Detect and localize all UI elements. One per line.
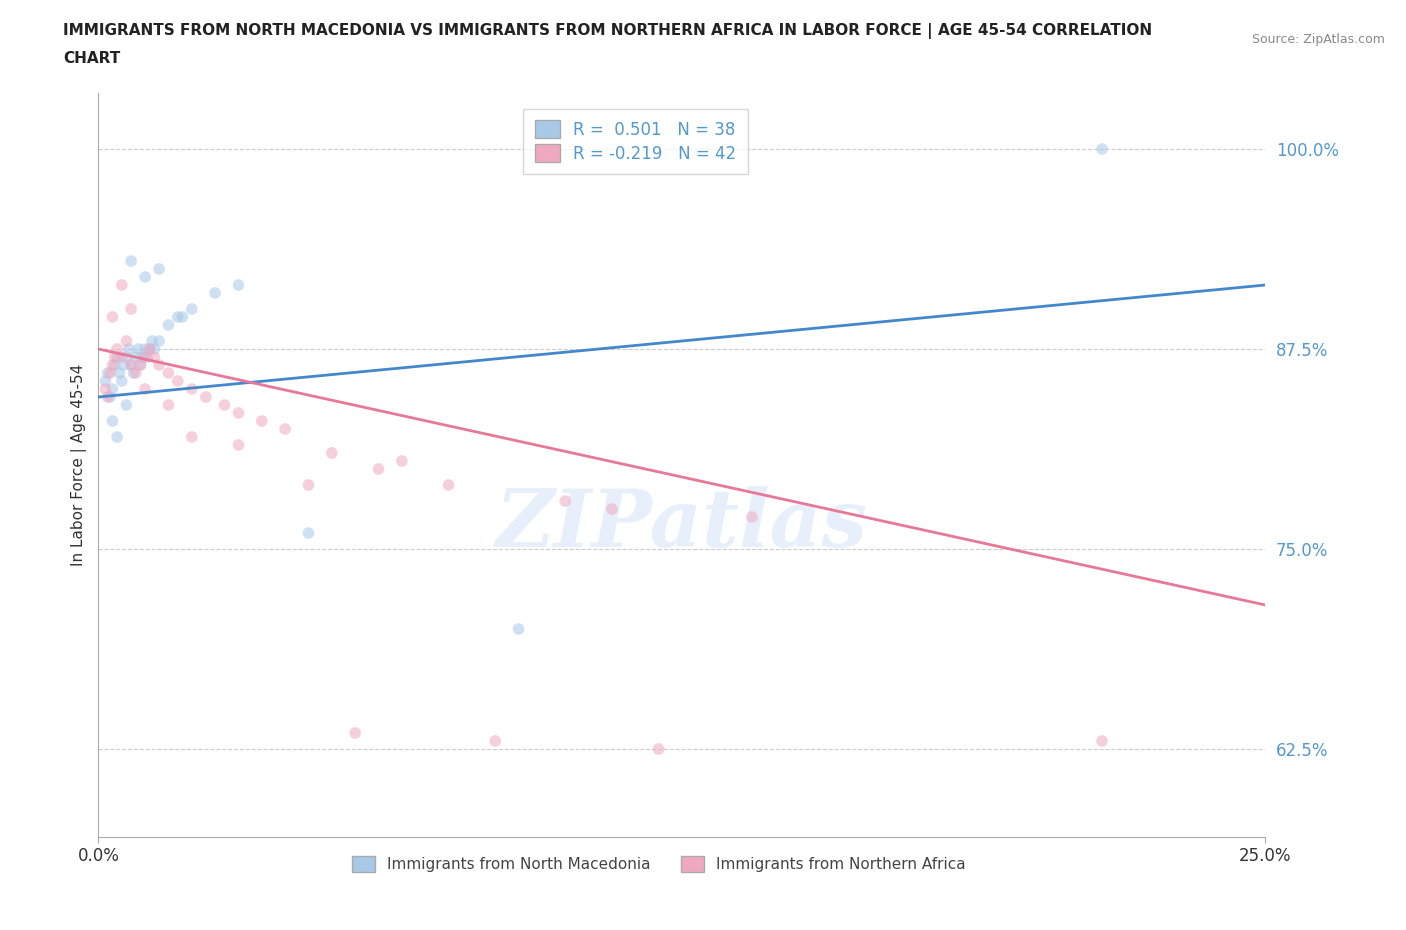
Point — [344, 725, 367, 740]
Point — [120, 254, 142, 269]
Point — [180, 430, 202, 445]
Point — [134, 270, 156, 285]
Point — [228, 405, 250, 420]
Point — [139, 341, 162, 356]
Point — [141, 334, 163, 349]
Point — [122, 365, 145, 380]
Point — [134, 350, 156, 365]
Point — [111, 374, 134, 389]
Point — [104, 357, 127, 372]
Point — [134, 341, 156, 356]
Point — [120, 357, 142, 372]
Point — [97, 365, 120, 380]
Point — [129, 357, 152, 372]
Point — [647, 741, 669, 756]
Point — [118, 341, 141, 356]
Point — [228, 437, 250, 452]
Point — [108, 365, 131, 380]
Point — [101, 310, 124, 325]
Point — [115, 350, 138, 365]
Point — [297, 478, 319, 493]
Point — [115, 397, 138, 412]
Point — [105, 341, 128, 356]
Text: IMMIGRANTS FROM NORTH MACEDONIA VS IMMIGRANTS FROM NORTHERN AFRICA IN LABOR FORC: IMMIGRANTS FROM NORTH MACEDONIA VS IMMIG… — [63, 23, 1153, 39]
Point — [166, 374, 188, 389]
Point — [172, 310, 194, 325]
Point — [274, 421, 297, 436]
Text: Source: ZipAtlas.com: Source: ZipAtlas.com — [1251, 33, 1385, 46]
Point — [554, 494, 576, 509]
Point — [104, 350, 127, 365]
Point — [228, 277, 250, 292]
Point — [105, 430, 128, 445]
Point — [129, 357, 152, 372]
Point — [166, 310, 188, 325]
Point — [132, 350, 155, 365]
Point — [367, 461, 389, 476]
Point — [157, 397, 180, 412]
Point — [125, 365, 148, 380]
Point — [101, 381, 124, 396]
Point — [111, 277, 134, 292]
Point — [112, 357, 135, 372]
Point — [101, 414, 124, 429]
Point — [437, 478, 460, 493]
Point — [136, 350, 159, 365]
Point — [143, 341, 166, 356]
Point — [98, 365, 121, 380]
Point — [94, 381, 117, 396]
Point — [111, 350, 134, 365]
Point — [600, 501, 623, 516]
Point — [120, 301, 142, 316]
Legend: Immigrants from North Macedonia, Immigrants from Northern Africa: Immigrants from North Macedonia, Immigra… — [343, 847, 974, 882]
Point — [148, 357, 170, 372]
Point — [148, 261, 170, 276]
Text: ZIPatlas: ZIPatlas — [496, 485, 868, 564]
Point — [143, 350, 166, 365]
Point — [105, 350, 128, 365]
Point — [1091, 734, 1114, 749]
Point — [180, 381, 202, 396]
Point — [484, 734, 506, 749]
Point — [741, 510, 763, 525]
Point — [157, 317, 180, 332]
Point — [508, 621, 530, 636]
Point — [194, 390, 217, 405]
Point — [98, 390, 121, 405]
Point — [127, 341, 149, 356]
Point — [139, 341, 162, 356]
Point — [94, 374, 117, 389]
Point — [134, 381, 156, 396]
Point — [204, 286, 226, 300]
Y-axis label: In Labor Force | Age 45-54: In Labor Force | Age 45-54 — [72, 364, 87, 566]
Point — [157, 365, 180, 380]
Point — [97, 390, 120, 405]
Text: CHART: CHART — [63, 51, 121, 66]
Point — [148, 334, 170, 349]
Point — [180, 301, 202, 316]
Point — [1091, 141, 1114, 156]
Point — [391, 454, 413, 469]
Point — [101, 357, 124, 372]
Point — [297, 525, 319, 540]
Point — [214, 397, 236, 412]
Point — [321, 445, 343, 460]
Point — [250, 414, 273, 429]
Point — [125, 350, 148, 365]
Point — [120, 357, 142, 372]
Point — [115, 334, 138, 349]
